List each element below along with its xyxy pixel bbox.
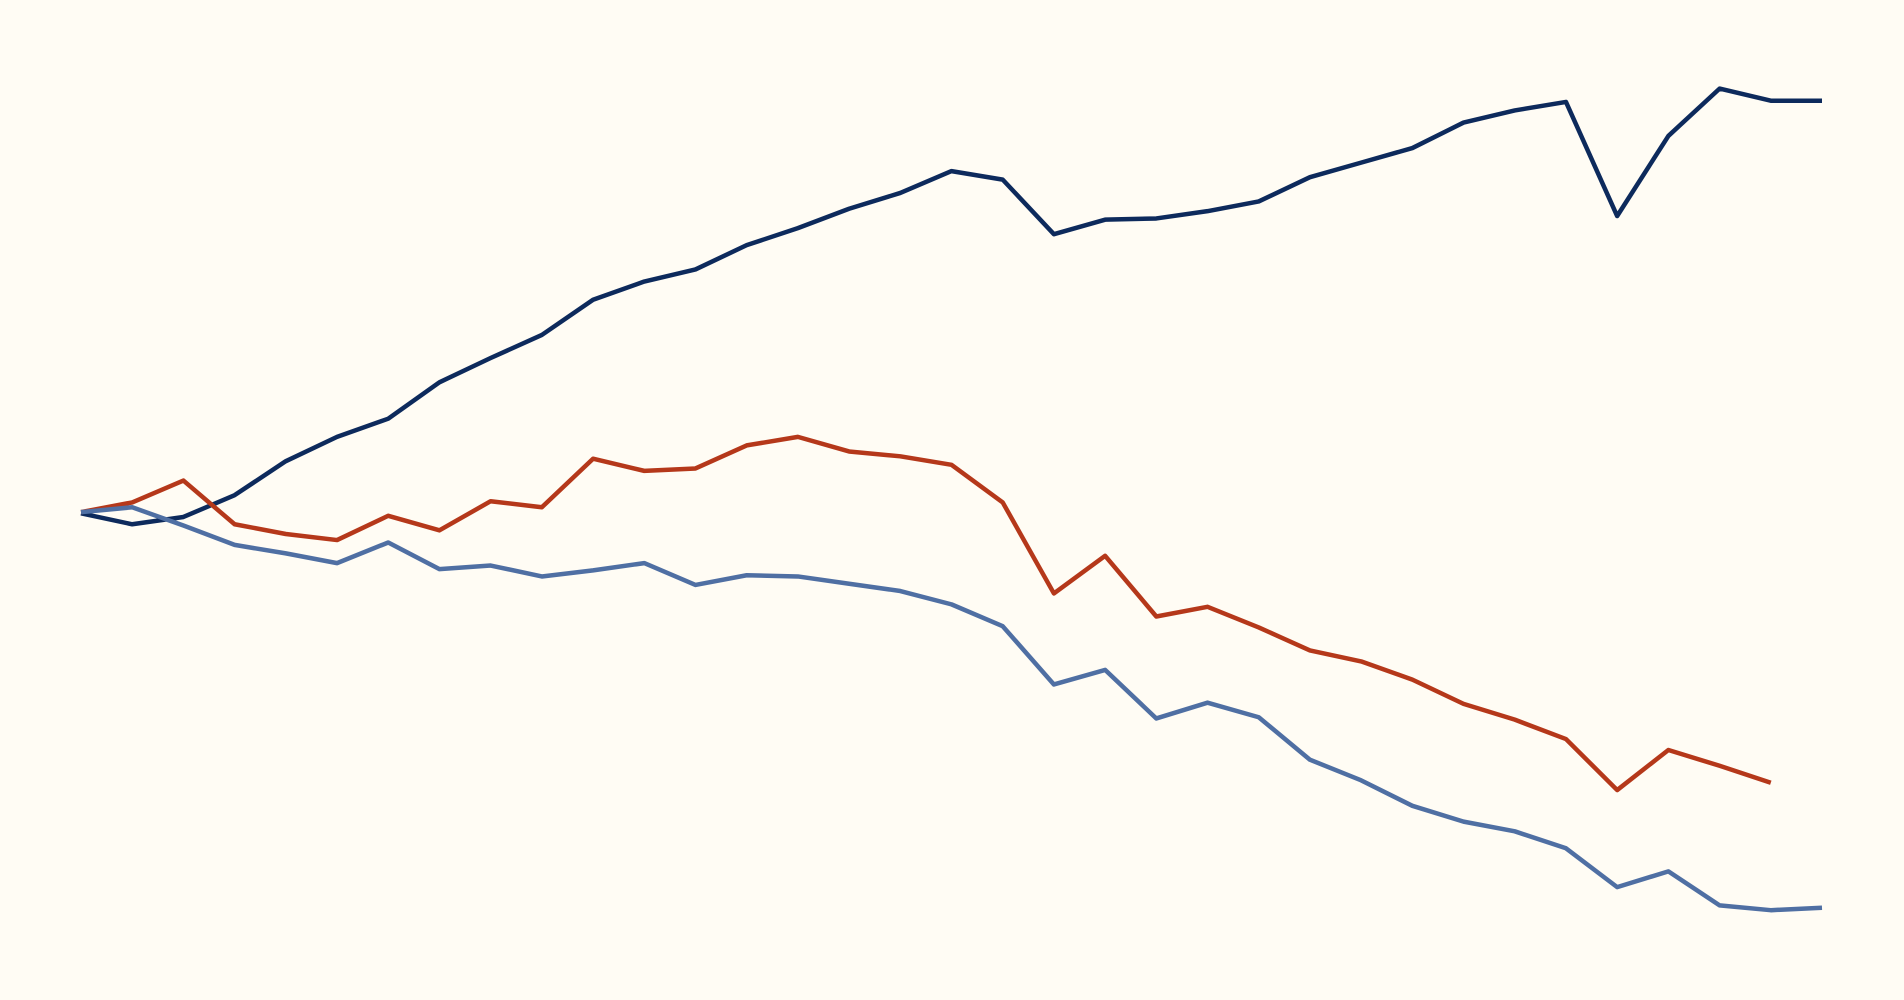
line-series xyxy=(80,434,1772,793)
line-series xyxy=(80,86,1822,527)
line-series xyxy=(80,505,1823,913)
